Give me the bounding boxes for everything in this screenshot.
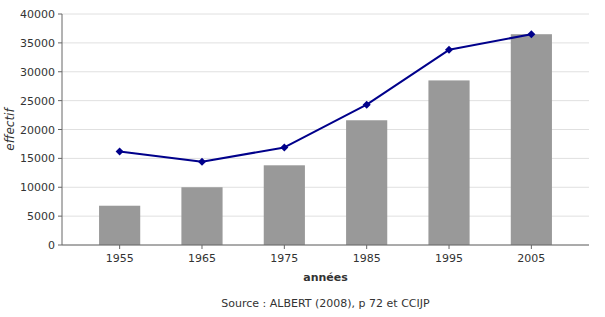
y-tick — [58, 158, 62, 159]
bar — [181, 187, 222, 245]
bar — [264, 165, 305, 245]
grid-line — [62, 129, 589, 130]
grid-line — [62, 216, 589, 217]
grid-line — [62, 100, 589, 101]
marker — [527, 30, 535, 38]
axes: 0 5000 10000 15000 20000 25000 30000 35000 40000… — [20, 8, 589, 265]
chart: 0 5000 10000 15000 20000 25000 30000 35000 40000… — [0, 0, 605, 317]
source-note: Source : ALBERT (2008), p 72 et CCIJP — [221, 297, 430, 310]
x-tick — [284, 245, 285, 249]
y-tick-label: 15000 — [20, 152, 55, 165]
y-tick — [58, 187, 62, 188]
y-axis-label: effectif — [3, 107, 17, 151]
marker — [363, 101, 371, 109]
x-tick-label: 1985 — [353, 252, 381, 265]
x-tick-label: 1975 — [270, 252, 298, 265]
x-tick — [201, 245, 202, 249]
y-tick — [58, 42, 62, 43]
x-tick-label: 1955 — [106, 252, 134, 265]
x-tick-label: 1965 — [188, 252, 216, 265]
y-tick-label: 30000 — [20, 66, 55, 79]
x-tick-label: 2005 — [517, 252, 545, 265]
x-axis-label: années — [303, 271, 348, 284]
grid-line — [62, 187, 589, 188]
x-tick — [366, 245, 367, 249]
grid-line — [62, 245, 589, 246]
marker — [280, 143, 288, 151]
y-tick-label: 25000 — [20, 95, 55, 108]
x-tick-label: 1995 — [435, 252, 463, 265]
y-tick — [58, 216, 62, 217]
bar — [511, 34, 552, 245]
y-tick — [58, 100, 62, 101]
y-tick — [58, 245, 62, 246]
y-tick-label: 5000 — [27, 210, 55, 223]
x-tick — [449, 245, 450, 249]
bar — [346, 120, 387, 245]
line — [120, 34, 532, 162]
bar — [99, 206, 140, 245]
x-tick — [531, 245, 532, 249]
marker — [198, 158, 206, 166]
y-tick — [58, 71, 62, 72]
marker — [116, 147, 124, 155]
y-tick-label: 35000 — [20, 37, 55, 50]
data — [99, 30, 552, 245]
y-tick-label: 20000 — [20, 124, 55, 137]
x-axis-line — [62, 245, 589, 246]
bar — [428, 80, 469, 245]
grid-line — [62, 42, 589, 43]
x-tick — [119, 245, 120, 249]
y-tick-label: 10000 — [20, 181, 55, 194]
y-tick — [58, 129, 62, 130]
grid-line — [62, 158, 589, 159]
grid-line — [62, 71, 589, 72]
marker — [445, 46, 453, 54]
y-tick — [58, 14, 62, 15]
y-axis-line — [62, 14, 63, 245]
grid-line — [62, 14, 589, 15]
y-tick-label: 40000 — [20, 8, 55, 21]
y-tick-label: 0 — [48, 239, 55, 252]
